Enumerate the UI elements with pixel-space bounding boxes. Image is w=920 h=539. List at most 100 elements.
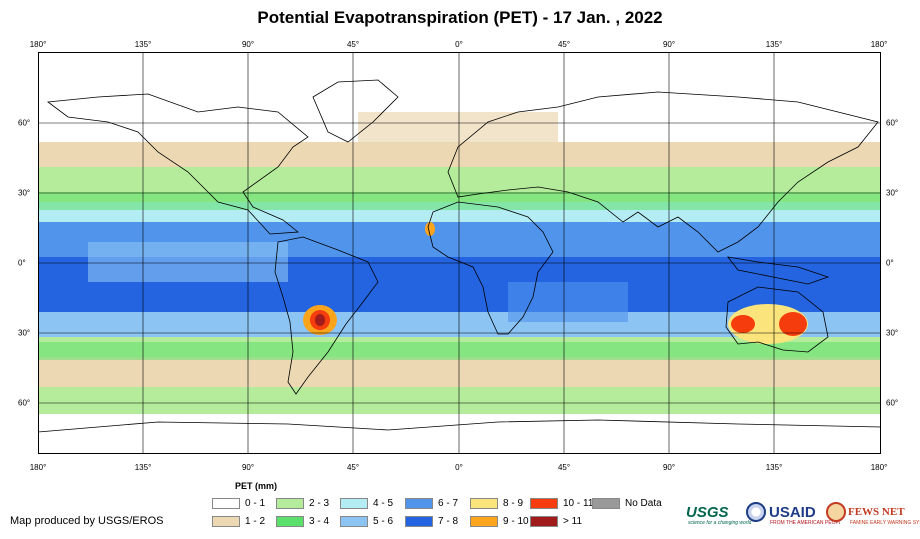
lon-tick-top: 180° (870, 40, 888, 49)
legend-label: 7 - 8 (438, 516, 459, 527)
usaid-logo: USAID (746, 498, 816, 526)
north-america-outline (46, 93, 309, 235)
patch-pacific (88, 242, 288, 282)
legend-label: 8 - 9 (503, 498, 524, 509)
legend-item: 4 - 5 (340, 498, 393, 509)
fews-tagline: FAMINE EARLY WARNING SYSTEMS NETWORK (850, 520, 920, 526)
legend-swatch (405, 498, 433, 509)
map-title: Potential Evapotranspiration (PET) - 17 … (257, 8, 663, 27)
hotspot-south-america-peak (315, 314, 325, 326)
legend-label: 9 - 10 (503, 516, 529, 527)
legend-swatch (276, 498, 304, 509)
legend-label: 2 - 3 (309, 498, 330, 509)
legend-label: No Data (625, 498, 662, 509)
lon-tick-top: 0° (455, 40, 463, 49)
credit-text: Map produced by USGS/EROS (10, 515, 164, 527)
lat-tick-right: 60° (886, 118, 899, 128)
eurasia-outline (447, 91, 879, 253)
legend-swatch (470, 498, 498, 509)
fews-logo: FEWS NET (826, 498, 905, 526)
lon-tick-top: 135° (765, 40, 783, 49)
lon-tick-bottom: 135° (134, 463, 152, 472)
lon-tick-top: 45° (346, 40, 360, 49)
lat-tick-left: 30° (18, 328, 31, 338)
band-southern-ocean (38, 387, 881, 417)
usaid-tagline: FROM THE AMERICAN PEOPLE (770, 520, 840, 526)
legend-swatch (212, 498, 240, 509)
legend-label: 0 - 1 (245, 498, 266, 509)
lat-tick-left: 60° (18, 398, 31, 408)
africa-outline (427, 201, 554, 335)
lon-tick-bottom: 135° (765, 463, 783, 472)
legend-label: 6 - 7 (438, 498, 459, 509)
patch-south-green (38, 342, 881, 360)
patch-north-green (38, 192, 881, 210)
legend-swatch (405, 516, 433, 527)
hotspot-australia-east (779, 312, 807, 336)
legend-item: 7 - 8 (405, 516, 458, 527)
lon-tick-top: 90° (662, 40, 676, 49)
map-frame (38, 52, 881, 454)
pet-bands (38, 52, 881, 454)
fews-logo-text: FEWS NET (848, 506, 905, 518)
legend-item: 5 - 6 (340, 516, 393, 527)
lat-tick-right: 30° (886, 188, 899, 198)
usaid-seal-icon (746, 502, 766, 522)
lat-tick-right: 30° (886, 328, 899, 338)
lon-tick-top: 180° (29, 40, 47, 49)
lon-tick-bottom: 45° (346, 463, 360, 472)
lon-tick-bottom: 180° (29, 463, 47, 472)
legend-swatch (212, 516, 240, 527)
legend-item: 8 - 9 (470, 498, 523, 509)
legend-label: > 11 (563, 516, 582, 527)
legend-item: 2 - 3 (276, 498, 329, 509)
legend-swatch (530, 516, 558, 527)
lat-tick-right: 0° (886, 258, 894, 268)
lat-tick-left: 30° (18, 188, 31, 198)
legend-swatch (340, 498, 368, 509)
lon-tick-bottom: 90° (662, 463, 676, 472)
lat-tick-left: 0° (18, 258, 26, 268)
legend-title: PET (mm) (235, 481, 278, 491)
legend-item: 3 - 4 (276, 516, 329, 527)
lat-tick-left: 60° (18, 118, 31, 128)
legend-swatch (592, 498, 620, 509)
legend-swatch (530, 498, 558, 509)
lon-tick-top: 45° (557, 40, 571, 49)
lon-tick-bottom: 0° (455, 463, 463, 472)
usgs-logo-text: USGS (686, 503, 729, 521)
legend-item: > 11 (530, 516, 582, 527)
lon-tick-top: 135° (134, 40, 152, 49)
legend-label: 1 - 2 (245, 516, 266, 527)
lon-tick-bottom: 90° (241, 463, 255, 472)
antarctica-outline (38, 419, 881, 433)
legend-label: 10 - 11 (563, 498, 594, 509)
legend-item: No Data (592, 498, 662, 509)
lon-tick-top: 90° (241, 40, 255, 49)
usgs-tagline: science for a changing world (688, 520, 752, 526)
hotspot-west-africa (425, 222, 435, 236)
legend-item: 9 - 10 (470, 516, 529, 527)
patch-europe (358, 112, 558, 152)
lon-tick-bottom: 45° (557, 463, 571, 472)
legend-label: 5 - 6 (373, 516, 394, 527)
legend-label: 4 - 5 (373, 498, 394, 509)
graticule (38, 52, 881, 454)
lon-tick-bottom: 180° (870, 463, 888, 472)
band-south-temperate (38, 357, 881, 387)
legend-swatch (340, 516, 368, 527)
usgs-logo: USGS (686, 498, 729, 526)
usaid-logo-text: USAID (769, 503, 816, 521)
hotspot-australia-west (731, 315, 755, 333)
legend-swatch (470, 516, 498, 527)
legend-label: 3 - 4 (309, 516, 330, 527)
lat-tick-right: 60° (886, 398, 899, 408)
greenland-outline (312, 79, 399, 143)
coastlines (38, 79, 881, 433)
band-antarctic (38, 414, 881, 454)
australia-outline (725, 286, 829, 353)
pet-map (38, 52, 881, 454)
patch-indian-ocean (508, 282, 628, 322)
legend-swatch (276, 516, 304, 527)
legend-item: 10 - 11 (530, 498, 593, 509)
